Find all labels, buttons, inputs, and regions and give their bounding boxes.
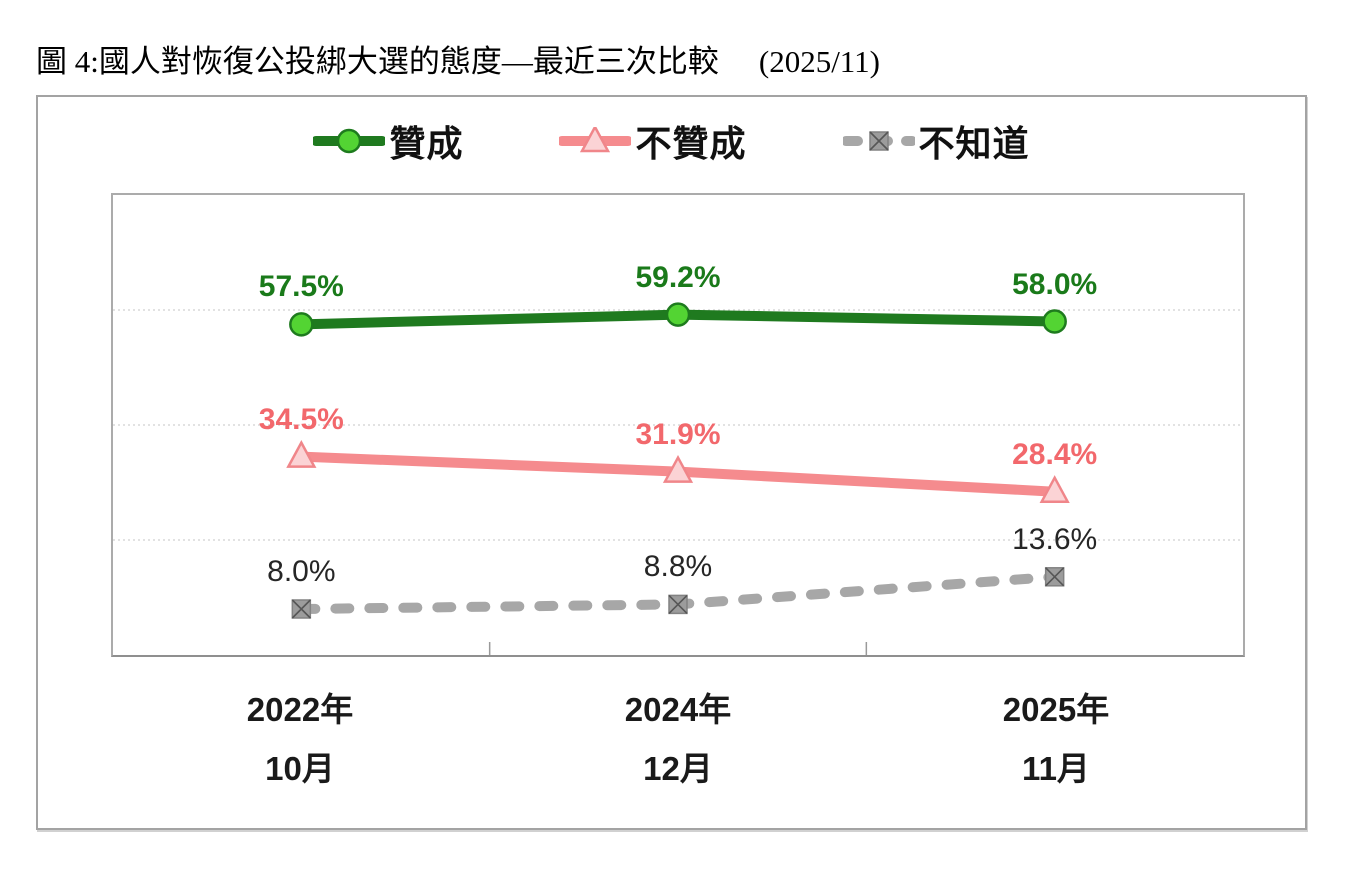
chart-title: 圖 4:國人對恢復公投綁大選的態度—最近三次比較 (2025/11)	[36, 36, 880, 81]
chart-container: 贊成 不贊成 不知道 57.5% 59.2% 58.0% 34.5% 31.9% 28.4…	[36, 95, 1307, 830]
data-label: 34.5%	[258, 402, 344, 436]
legend-item-dont-know: 不知道	[842, 115, 1030, 167]
x-tick-month: 12月	[643, 750, 713, 787]
x-tick-2022: 2022年 10月	[111, 693, 489, 785]
chart-title-text: 圖 4:國人對恢復公投綁大選的態度—最近三次比較	[36, 44, 719, 79]
chart-title-date: (2025/11)	[758, 44, 880, 79]
data-label: 13.6%	[1012, 522, 1098, 556]
data-label: 8.8%	[643, 550, 713, 584]
plot-area: 57.5% 59.2% 58.0% 34.5% 31.9% 28.4% 8.0% 8.8% 13…	[111, 193, 1245, 657]
data-label: 8.0%	[267, 555, 336, 588]
disapprove-line-marker-icon	[559, 127, 632, 153]
plot-canvas	[113, 302, 1243, 655]
data-label: 31.9%	[635, 417, 721, 451]
legend-label-dont-know: 不知道	[918, 123, 1030, 164]
data-label: 28.4%	[1012, 437, 1098, 471]
legend-item-approve: 贊成	[313, 115, 463, 167]
legend-label-approve: 贊成	[389, 123, 464, 164]
x-tick-year: 2025年	[1002, 691, 1110, 728]
data-label: 59.2%	[635, 260, 721, 294]
approve-line-marker-icon	[313, 128, 386, 154]
x-tick-2025: 2025年 11月	[867, 693, 1245, 785]
data-label: 58.0%	[1012, 267, 1098, 301]
x-tick-month: 11月	[1022, 750, 1090, 787]
data-label: 57.5%	[258, 270, 344, 304]
legend: 贊成 不贊成 不知道	[38, 115, 1305, 167]
x-axis: 2022年 10月 2024年 12月 2025年 11月	[111, 693, 1245, 785]
x-tick-month: 10月	[265, 750, 335, 787]
x-tick-year: 2024年	[624, 691, 732, 728]
x-tick-year: 2022年	[246, 691, 354, 728]
legend-item-disapprove: 不贊成	[559, 115, 746, 167]
x-tick-2024: 2024年 12月	[489, 693, 867, 785]
data-labels-layer: 57.5% 59.2% 58.0% 34.5% 31.9% 28.4% 8.0% 8.8% 13…	[113, 195, 1243, 655]
legend-label-disapprove: 不贊成	[635, 123, 747, 164]
dont-know-line-marker-icon	[842, 131, 915, 151]
